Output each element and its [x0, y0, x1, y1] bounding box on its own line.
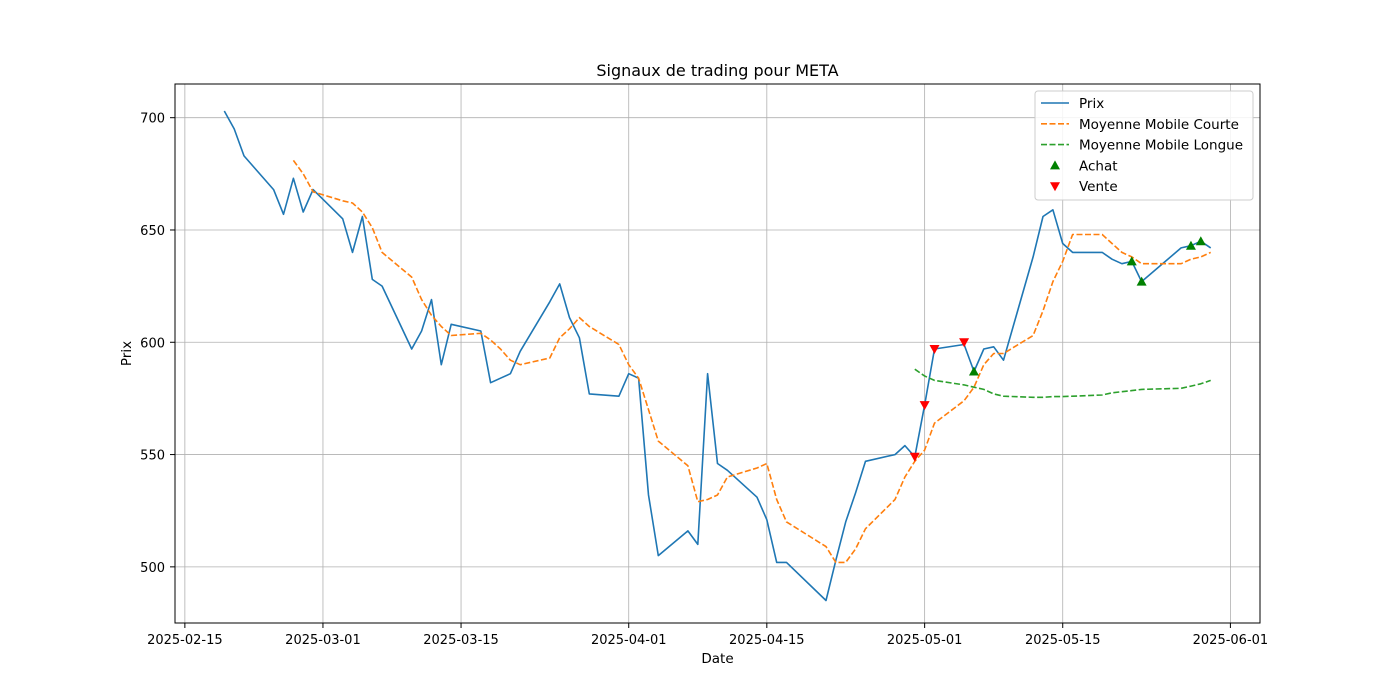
- x-tick-label: 2025-06-01: [1193, 633, 1269, 648]
- buy-signal-marker: [1136, 276, 1147, 286]
- y-tick-label: 600: [140, 336, 165, 351]
- chart-title: Signaux de trading pour META: [596, 61, 838, 80]
- legend-item-prix: Prix: [1041, 96, 1104, 112]
- plot-frame: [174, 83, 1261, 624]
- y-tick-label: 550: [140, 449, 165, 464]
- legend-item-achat: Achat: [1050, 158, 1118, 174]
- y-tick-label: 500: [140, 561, 165, 576]
- x-tick-label: 2025-04-15: [729, 633, 805, 648]
- sell-signal-marker: [959, 338, 970, 348]
- legend-item-vente: Vente: [1050, 179, 1118, 195]
- legend-sell-marker: [1050, 182, 1060, 192]
- buy-signal-marker: [1126, 256, 1137, 266]
- legend-label: Achat: [1079, 158, 1118, 174]
- legend-label: Moyenne Mobile Longue: [1079, 138, 1243, 154]
- y-tick-label: 700: [140, 112, 165, 127]
- legend-buy-marker: [1050, 160, 1060, 170]
- y-tick-label: 650: [140, 224, 165, 239]
- x-axis-ticks: 2025-02-15 2025-03-01 2025-03-15 2025-04-01…: [147, 623, 1268, 648]
- legend-label: Moyenne Mobile Courte: [1079, 117, 1239, 133]
- x-axis-label: Date: [701, 651, 733, 667]
- series-line-moyenne-mobile-longue: [914, 368, 1211, 399]
- series-line-moyenne-mobile-courte: [292, 159, 1212, 564]
- legend-label: Vente: [1079, 179, 1118, 195]
- x-tick-label: 2025-03-01: [285, 633, 361, 648]
- y-axis-ticks: 500 550 600 650 700: [140, 112, 175, 576]
- buy-signal-marker: [1195, 236, 1206, 246]
- legend-item-moyenne-mobile-courte: Moyenne Mobile Courte: [1041, 117, 1239, 133]
- x-tick-label: 2025-04-01: [591, 633, 667, 648]
- series-line-prix: [223, 110, 1212, 602]
- legend-label: Prix: [1079, 96, 1104, 112]
- x-tick-label: 2025-05-01: [887, 633, 963, 648]
- sell-signal-marker: [909, 452, 920, 462]
- y-axis-label: Prix: [119, 341, 135, 366]
- x-tick-label: 2025-03-15: [423, 633, 499, 648]
- x-tick-label: 2025-05-15: [1025, 633, 1101, 648]
- sell-signal-marker: [919, 401, 930, 411]
- x-tick-label: 2025-02-15: [147, 633, 223, 648]
- marker-layer: [909, 236, 1206, 462]
- legend-item-moyenne-mobile-longue: Moyenne Mobile Longue: [1041, 138, 1243, 154]
- legend: Prix Moyenne Mobile Courte Moyenne Mobile …: [1034, 90, 1254, 201]
- series-layer: [223, 110, 1212, 602]
- buy-signal-marker: [968, 366, 979, 376]
- buy-signal-marker: [1185, 240, 1196, 250]
- legend-box: [1034, 90, 1254, 201]
- sell-signal-marker: [929, 345, 940, 355]
